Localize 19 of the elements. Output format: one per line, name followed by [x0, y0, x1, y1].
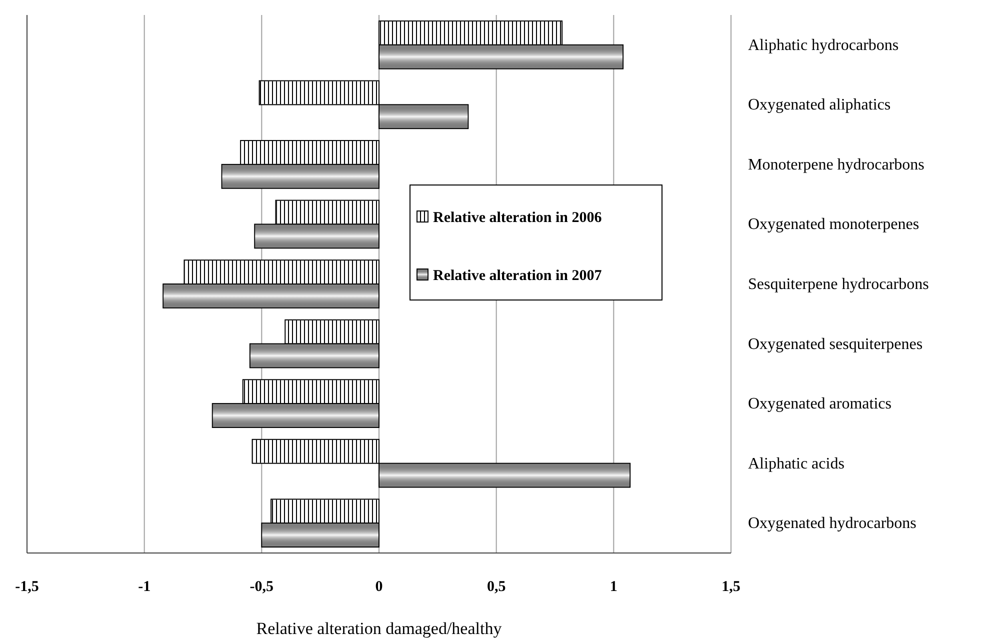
- legend-label: Relative alteration in 2006: [433, 210, 602, 226]
- x-tick-label: 1,5: [722, 579, 740, 595]
- y-tick-label: Oxygenated aliphatics: [748, 96, 891, 114]
- y-tick-label: Sesquiterpene hydrocarbons: [748, 276, 929, 293]
- y-tick-label: Oxygenated monoterpenes: [748, 216, 920, 234]
- x-tick-label: 0,5: [486, 579, 506, 595]
- x-tick-label: -1,5: [15, 579, 39, 595]
- y-tick-label: Aliphatic hydrocarbons: [748, 36, 899, 54]
- y-tick-label: Oxygenated hydrocarbons: [748, 515, 916, 532]
- x-tick-label: -0,5: [250, 579, 274, 595]
- x-axis-title: Relative alteration damaged/healthy: [256, 619, 502, 638]
- legend-label: Relative alteration in 2007: [433, 268, 602, 284]
- y-tick-label: Aliphatic acids: [748, 455, 844, 472]
- y-tick-label: Oxygenated sesquiterpenes: [748, 336, 923, 353]
- y-tick-label: Oxygenated aromatics: [748, 396, 892, 413]
- y-tick-label: Monoterpene hydrocarbons: [748, 156, 924, 174]
- x-tick-label: 1: [610, 579, 618, 595]
- x-tick-label: -1: [138, 579, 151, 595]
- x-tick-label: 0: [375, 579, 383, 595]
